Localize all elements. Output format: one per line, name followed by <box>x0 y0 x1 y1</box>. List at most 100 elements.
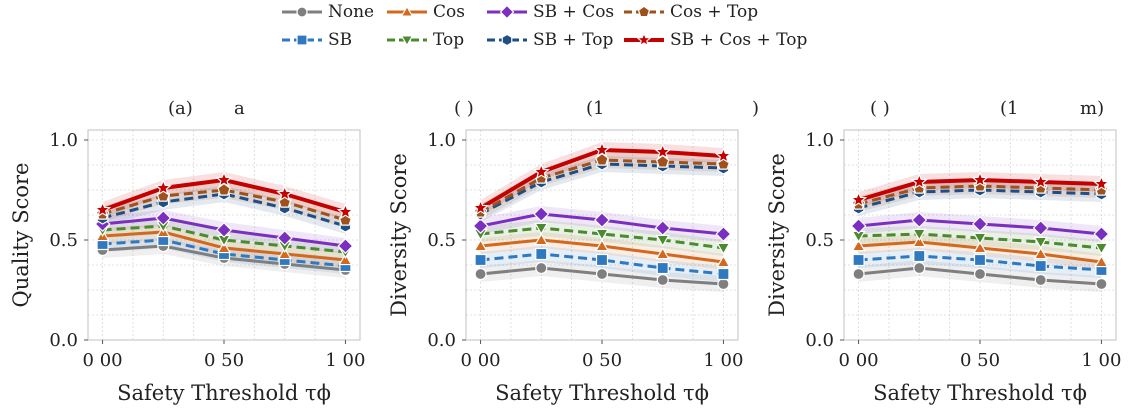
data-point <box>911 212 928 228</box>
legend-swatch <box>387 35 427 47</box>
legend-swatch <box>487 4 527 20</box>
y-tick-label: 0.0 <box>49 330 78 351</box>
legend-marker <box>499 4 515 20</box>
panel-title: ( ) (1 ) <box>378 98 759 122</box>
y-tick-label: 0.5 <box>427 230 456 251</box>
data-point <box>472 218 489 234</box>
series-line <box>102 238 346 268</box>
data-point <box>595 267 609 281</box>
panel-title-part: (1 <box>586 98 605 119</box>
x-tick-label: 0 00 <box>839 350 879 371</box>
panel-title: ( ) (1 m) <box>756 98 1116 122</box>
data-point <box>714 146 732 164</box>
data-point <box>973 241 987 254</box>
legend-item: SB <box>280 28 352 52</box>
data-point <box>1093 226 1110 242</box>
data-point <box>533 206 550 222</box>
legend-marker <box>296 6 308 18</box>
chart-svg: 0.0 0.5 1.0 0 00 0 50 1 00 Safety Threshold τϕ… <box>765 129 1121 405</box>
data-point <box>594 212 610 228</box>
data-point <box>472 198 490 216</box>
data-point <box>337 238 354 254</box>
legend-swatch <box>487 33 527 47</box>
data-point <box>715 226 732 242</box>
legend-item: Cos <box>385 0 465 24</box>
data-point <box>973 232 987 245</box>
data-point <box>655 247 670 260</box>
data-point <box>1033 247 1048 260</box>
legend-label: None <box>328 2 375 22</box>
series-line <box>858 254 1102 272</box>
legend-marker <box>637 5 651 18</box>
x-tick-label: 1 00 <box>703 350 743 371</box>
chart-svg: 0.0 0.5 1.0 0 00 0 50 1 00 Safety Threshold τϕ… <box>9 129 365 405</box>
data-point <box>850 190 868 208</box>
legend-label: SB + Cos <box>533 2 615 22</box>
legend-swatch <box>282 34 322 46</box>
data-point <box>277 247 292 260</box>
y-tick-label: 0.0 <box>427 330 456 351</box>
legend: None Cos SB + Cos Cos + Top SB Top SB + Top SB … <box>280 0 880 60</box>
x-axis-label: Safety Threshold τϕ <box>117 381 331 405</box>
data-point <box>656 261 669 275</box>
data-point <box>473 239 488 252</box>
data-point <box>913 261 926 275</box>
legend-marker <box>400 5 414 17</box>
data-point <box>595 253 609 267</box>
data-point <box>1034 259 1047 273</box>
legend-label: SB + Cos + Top <box>670 30 808 50</box>
data-point <box>595 239 609 252</box>
data-point <box>1032 172 1050 190</box>
series-line <box>858 184 1102 206</box>
data-point <box>595 228 609 241</box>
y-axis-label: Diversity Score <box>387 153 411 317</box>
legend-item: SB + Cos <box>485 0 614 24</box>
y-tick-label: 0.5 <box>805 230 834 251</box>
x-axis-label: Safety Threshold τϕ <box>495 381 709 405</box>
data-point <box>1095 277 1108 291</box>
legend-label: Top <box>433 30 465 50</box>
legend-item: SB + Top <box>485 28 613 52</box>
data-point <box>217 182 231 196</box>
chart-panel-diversity-1: ( ) (1 ) 0.0 0.5 1.0 0 00 0 50 1 00 Safety Thr… <box>378 90 759 412</box>
panel-title-part: m) <box>1080 98 1105 119</box>
legend-marker <box>400 35 414 47</box>
x-tick-label: 1 00 <box>1081 350 1121 371</box>
data-point <box>535 261 548 275</box>
data-point <box>595 152 609 166</box>
chart-panel-diversity-2: ( ) (1 m) 0.0 0.5 1.0 0 00 0 50 1 00 Safety Th… <box>756 90 1121 412</box>
data-point <box>971 170 989 188</box>
data-point <box>155 210 172 226</box>
x-axis-label: Safety Threshold τϕ <box>873 381 1087 405</box>
data-point <box>217 241 231 254</box>
y-tick-label: 0.5 <box>49 230 78 251</box>
legend-item: Cos + Top <box>622 0 758 24</box>
legend-item: Top <box>385 28 464 52</box>
y-tick-label: 1.0 <box>805 130 834 151</box>
legend-label: SB + Top <box>533 30 614 50</box>
data-point <box>656 273 669 287</box>
data-point <box>850 218 867 234</box>
panel-title-part: ) <box>752 98 760 119</box>
panel-title-part: ( ) <box>870 98 890 119</box>
x-tick-label: 1 00 <box>325 350 365 371</box>
panel-title-part: a <box>234 98 245 119</box>
series-line <box>858 188 1102 210</box>
y-tick-label: 1.0 <box>427 130 456 151</box>
series-line <box>858 232 1102 250</box>
data-point <box>534 233 549 246</box>
panel-title-part: (1 <box>1000 98 1019 119</box>
data-point <box>336 202 354 220</box>
legend-label: Cos + Top <box>670 2 759 22</box>
y-tick-label: 1.0 <box>49 130 78 151</box>
legend-swatch <box>624 5 664 18</box>
data-point <box>654 142 672 160</box>
data-point <box>716 255 731 268</box>
x-tick-label: 0 00 <box>461 350 501 371</box>
data-point <box>535 247 548 261</box>
data-point <box>216 222 232 238</box>
legend-marker <box>296 34 308 46</box>
data-point <box>474 267 487 281</box>
data-point <box>912 228 927 241</box>
data-point <box>716 242 731 255</box>
